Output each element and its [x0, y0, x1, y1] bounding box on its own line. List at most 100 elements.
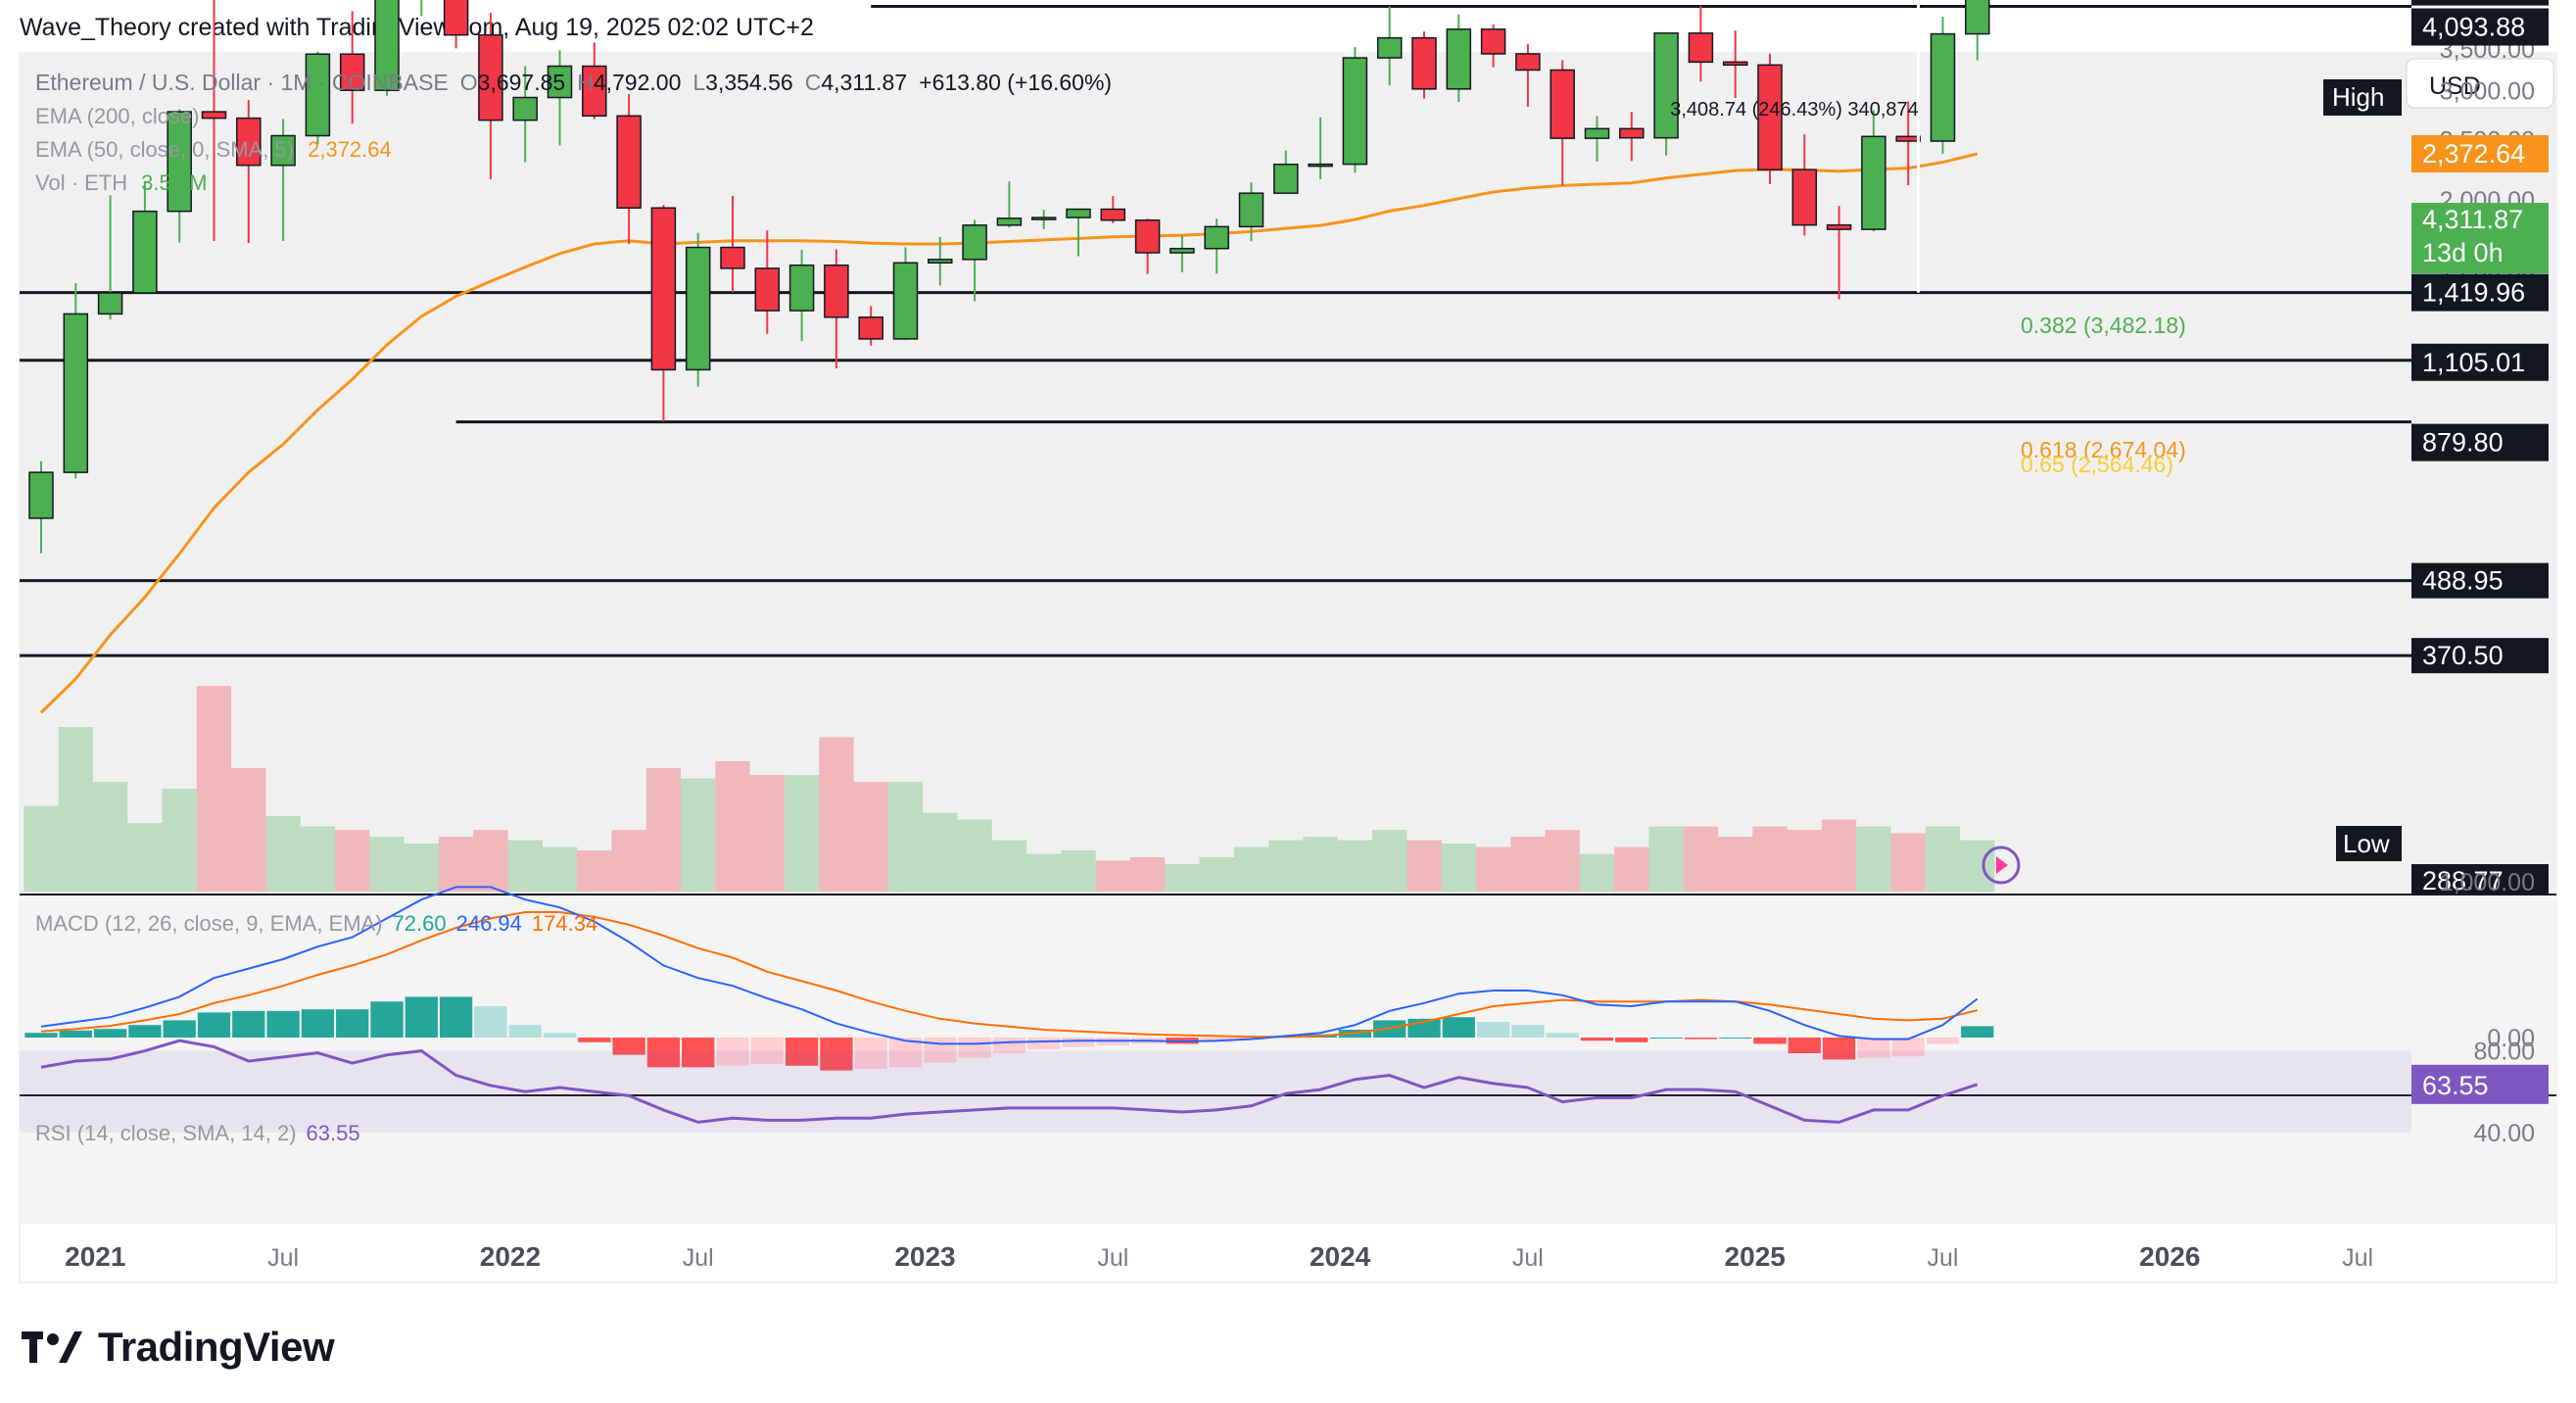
candles-layer [28, 0, 1990, 554]
volume-bar [923, 812, 958, 892]
macd-histogram-bar [163, 1020, 196, 1038]
time-axis-label: Jul [267, 1244, 299, 1272]
brand-name: TradingView [98, 1324, 335, 1370]
volume-bar [1821, 819, 1857, 892]
candle-body [996, 218, 1023, 226]
macd-histogram-bar [474, 1006, 507, 1038]
macd-histogram-bar [1442, 1017, 1475, 1038]
time-axis-label: Jul [1512, 1244, 1544, 1272]
level-1419-label: 1,419.96 [2422, 278, 2525, 308]
rsi-tick-label: 40.00 [2473, 1120, 2535, 1147]
volume-bar [438, 837, 474, 892]
volume-bar [681, 778, 716, 892]
volume-bar [1061, 850, 1096, 892]
time-axis-label: Jul [2342, 1244, 2373, 1272]
low-value-label: 370.50 [2422, 641, 2504, 670]
volume-bar [1787, 830, 1822, 892]
volume-bar [819, 737, 854, 892]
macd-histogram-bar [750, 1038, 784, 1065]
candle-body [1308, 163, 1333, 168]
current-price-label: 4,311.87 [2422, 205, 2523, 234]
volume-bar [1752, 826, 1788, 892]
candle-body [1791, 169, 1818, 226]
countdown-label: 13d 0h [2422, 238, 2504, 267]
volume-bar [92, 782, 128, 892]
macd-histogram-bar [232, 1010, 265, 1038]
macd-histogram-bar [405, 996, 438, 1038]
symbol-title: Ethereum / U.S. Dollar · 1M · COINBASE [35, 70, 449, 95]
macd-tick-label: 1,000.00 [2440, 869, 2535, 896]
currency-button[interactable] [2406, 58, 2554, 109]
ohlc-h-value: 4,792.00 [594, 70, 682, 95]
macd-histogram-bar [682, 1038, 715, 1068]
ohlc-change: +613.80 (+16.60%) [919, 70, 1112, 95]
candle-body [1100, 208, 1126, 221]
macd-line [40, 886, 1979, 1045]
level-1105-tag [2411, 343, 2549, 381]
replay-icon[interactable] [1981, 846, 2021, 885]
macd-histogram-bar [93, 1029, 127, 1038]
rsi-value-tag [2411, 1064, 2549, 1104]
volume-bar [1441, 844, 1476, 892]
macd-signal-value: 174.34 [532, 911, 597, 936]
candle-body [928, 259, 953, 265]
volume-bar [1545, 830, 1580, 892]
low-label: Low [2343, 829, 2390, 858]
macd-histogram-bar [301, 1009, 335, 1038]
candle-body [132, 210, 158, 294]
candle-body [374, 0, 400, 91]
volume-legend-value: 3.52 M [141, 170, 207, 195]
macd-histogram-bar [1719, 1038, 1752, 1039]
tradingview-logo-icon [22, 1331, 82, 1363]
candle-body [443, 0, 469, 36]
candle-body [478, 33, 503, 121]
volume-bar [1268, 840, 1304, 892]
macd-hist-value: 72.60 [393, 911, 447, 936]
rsi-line [40, 1039, 1979, 1124]
candle-body [305, 53, 331, 137]
volume-bar [991, 840, 1027, 892]
macd-histogram-bar [336, 1009, 369, 1038]
candle-body [1411, 36, 1437, 90]
macd-histogram-bar [646, 1038, 681, 1068]
macd-histogram-bar [197, 1012, 231, 1038]
volume-bar [1407, 840, 1442, 892]
ema50-legend: EMA (50, close, 0, SMA, 5) 2,372.64 [35, 137, 392, 162]
volume-bar [1960, 840, 1995, 892]
candle-body [97, 292, 123, 315]
candle-body [650, 207, 677, 371]
ema50-title: EMA (50, close, 0, SMA, 5) [35, 137, 294, 162]
ema50-line [39, 152, 1979, 714]
volume-bar [853, 782, 888, 892]
fib-65-label: 0.65 (2,564.46) [2021, 452, 2173, 477]
volume-bar [749, 775, 785, 892]
fib-382-label: 0.382 (3,482.18) [2021, 313, 2186, 338]
volume-layer [24, 686, 1995, 892]
volume-bar [300, 826, 336, 892]
macd-histogram-bar [578, 1038, 611, 1042]
candle-body [1238, 192, 1264, 228]
bottom-value-tag [2411, 864, 2549, 894]
volume-bar [1683, 826, 1719, 892]
volume-bar [1475, 847, 1511, 892]
rsi-legend-value: 63.55 [307, 1121, 360, 1145]
tradingview-brand[interactable]: TradingView [22, 1318, 335, 1377]
ohlc-o-value: 3,697.85 [478, 70, 566, 95]
volume-title: Vol · ETH [35, 170, 127, 195]
level-4384-tag [2411, 0, 2549, 6]
macd-histogram-bar [439, 996, 473, 1038]
macd-layer: 1,000.00 0.00 MACD (12, 26, close, 9, EMA,… [24, 869, 2535, 1071]
volume-bar [957, 819, 992, 892]
volume-bar [1890, 833, 1926, 892]
time-axis-layer: 2021 Jul 2022 Jul 2023 Jul 2024 Jul 2025 Jul 2026 J… [65, 1241, 2373, 1272]
replay-play-icon [1996, 856, 2008, 874]
low-value-tag [2411, 638, 2549, 674]
candle-body [1030, 217, 1057, 220]
volume-bar [473, 830, 508, 892]
ema-value-tag [2411, 134, 2549, 172]
volume-bar [577, 850, 612, 892]
candle-body [270, 134, 296, 167]
candle-body [1169, 247, 1195, 254]
